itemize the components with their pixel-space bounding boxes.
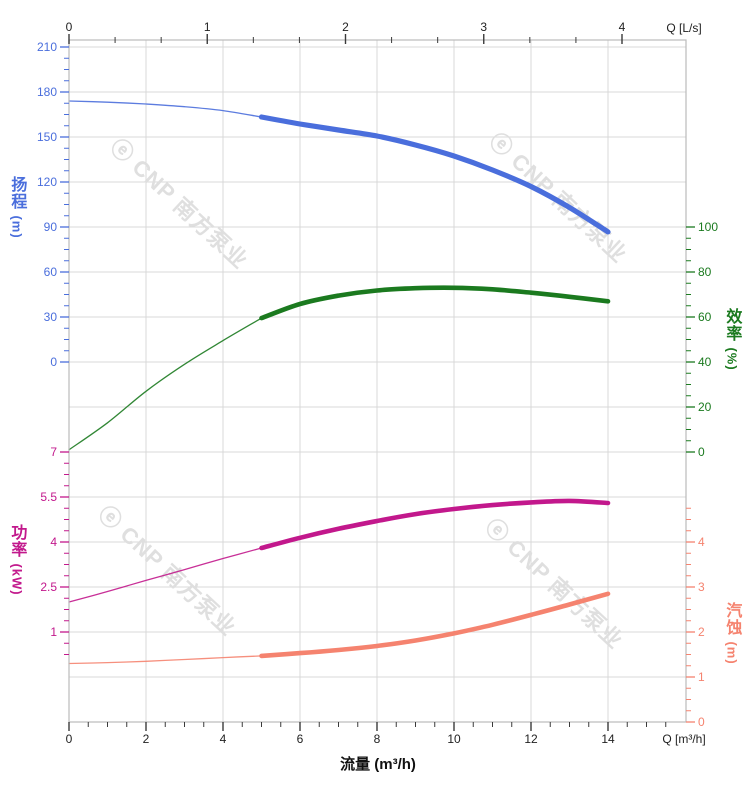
efficiency-axis-name: 效率 (723, 308, 741, 342)
power-curve (259, 498, 611, 551)
bottom-axis-unit-label: Q [m³/h] (662, 732, 706, 746)
head-curve (258, 114, 611, 235)
power-curve-thin (68, 547, 263, 603)
efficiency-curve-thin (68, 317, 263, 451)
watermark: ⓔ CNP 南方泵业 (105, 134, 252, 274)
efficiency-axis-title: 效率 (%) (722, 308, 740, 371)
head-curve-thin (68, 100, 263, 118)
curves (68, 100, 611, 665)
npsh-axis-title: 汽蚀 (m) (722, 602, 740, 665)
npsh-axis-unit: (m) (724, 641, 740, 665)
bottom-axis-ticks (68, 722, 667, 731)
power-axis-title: 功率 (kW) (7, 524, 25, 596)
npsh-curve-thin (68, 655, 263, 665)
efficiency-axis-unit: (%) (724, 347, 740, 371)
top-axis-unit-label: Q [L/s] (666, 21, 702, 35)
watermark-layer: ⓔ CNP 南方泵业 ⓔ CNP 南方泵业 ⓔ CNP 南方泵业 ⓔ CNP 南方泵业 (93, 128, 631, 654)
power-axis-unit: (kW) (9, 563, 25, 596)
top-axis-ticks (68, 34, 623, 44)
watermark: ⓔ CNP 南方泵业 (484, 128, 631, 268)
npsh-curve (259, 591, 611, 659)
flow-axis-label: 流量 (m³/h) (340, 756, 416, 773)
efficiency-axis-ticks (686, 226, 695, 453)
gridlines (69, 40, 686, 722)
npsh-axis-name: 汽蚀 (723, 602, 741, 636)
head-axis-ticks (60, 46, 69, 363)
efficiency-curve (259, 285, 611, 321)
watermark: ⓔ CNP 南方泵业 (93, 501, 240, 641)
head-axis-name: 扬程 (8, 176, 26, 210)
head-axis-unit: (m) (9, 215, 25, 239)
npsh-axis-ticks (686, 507, 695, 723)
power-axis-name: 功率 (8, 524, 26, 558)
watermark: ⓔ CNP 南方泵业 (480, 514, 627, 654)
power-axis-ticks (60, 451, 69, 655)
head-axis-title: 扬程 (m) (7, 176, 25, 239)
